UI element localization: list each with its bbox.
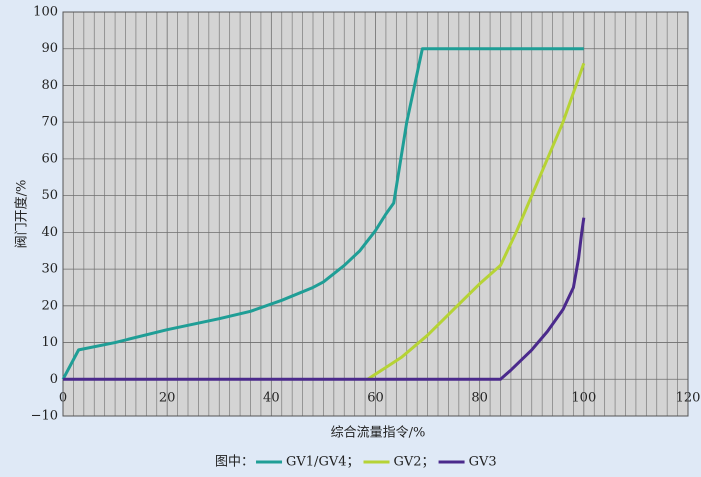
series-line [61, 47, 584, 380]
legend-separator: ； [346, 455, 359, 470]
series-line [63, 217, 586, 381]
x-tick-label: 40 [263, 391, 280, 406]
series-line [366, 62, 586, 381]
plot-border [62, 11, 689, 417]
x-tick-label: 60 [367, 391, 384, 406]
x-axis-label: 综合流量指令/% [331, 426, 426, 441]
legend-separator: ； [422, 455, 435, 470]
x-tick-label: 20 [159, 391, 176, 406]
y-tick-label: 70 [41, 115, 58, 130]
y-tick-label: 60 [41, 151, 58, 166]
y-tick-label: 50 [41, 188, 58, 203]
legend-label: GV3 [469, 455, 497, 470]
y-tick-label: 30 [41, 262, 58, 277]
y-tick-label: 80 [41, 78, 58, 93]
y-tick-label: −10 [31, 409, 58, 424]
y-tick-label: 10 [41, 335, 58, 350]
y-tick-label: 20 [41, 298, 58, 313]
y-tick-label: 90 [41, 41, 58, 56]
y-tick-label: 40 [41, 225, 58, 240]
legend-prefix: 图中： [215, 455, 254, 470]
x-tick-label: 100 [571, 391, 596, 406]
x-tick-label: 80 [471, 391, 488, 406]
legend-label: GV1/GV4 [286, 455, 346, 470]
y-tick-label: 100 [33, 5, 58, 20]
legend-label: GV2 [394, 455, 422, 470]
y-tick-label: 0 [50, 372, 58, 387]
y-axis-label: 阀门开度/% [14, 180, 30, 249]
